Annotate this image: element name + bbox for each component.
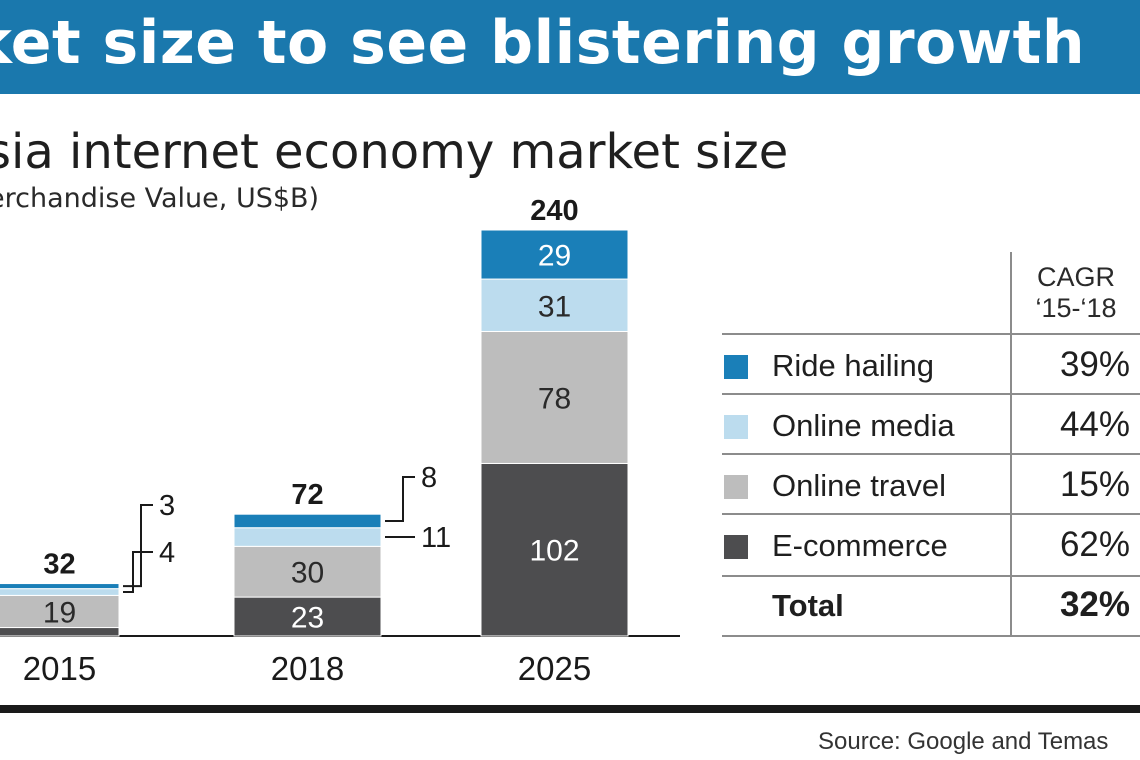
bar-value-label-2025-e-commerce: 102 bbox=[529, 535, 579, 568]
callout-leader-2018-ride-hailing bbox=[385, 476, 415, 522]
legend-label-ride-hailing: Ride hailing bbox=[772, 348, 934, 383]
legend-swatch-ride-hailing bbox=[724, 355, 748, 379]
legend-label-total: Total bbox=[772, 588, 844, 623]
legend-swatch-online-travel bbox=[724, 475, 748, 499]
cagr-value-total: 32% bbox=[1059, 585, 1130, 624]
x-tick-label-2018: 2018 bbox=[271, 650, 344, 687]
legend-swatch-online-media bbox=[724, 415, 748, 439]
bar-value-label-2015-online-travel: 19 bbox=[43, 596, 76, 629]
cagr-header-line1: CAGR bbox=[1036, 262, 1115, 292]
bar-total-label-2018: 72 bbox=[291, 479, 323, 511]
cagr-value-online-travel: 15% bbox=[1059, 465, 1130, 504]
callout-label-2018-ride-hailing: 8 bbox=[421, 462, 437, 494]
table-rule bbox=[722, 333, 1140, 335]
cagr-value-ride-hailing: 39% bbox=[1059, 345, 1130, 384]
footer-rule bbox=[0, 705, 1140, 713]
bar-2015-ride-hailing bbox=[0, 583, 120, 590]
bar-2018-online-media bbox=[233, 527, 382, 547]
bar-value-label-2018-online-travel: 30 bbox=[291, 557, 324, 590]
table-rule bbox=[722, 635, 1140, 637]
callout-label-2015-ride-hailing: 3 bbox=[159, 490, 175, 522]
legend-label-online-media: Online media bbox=[772, 408, 955, 443]
page-title: ket size to see blistering growth bbox=[0, 8, 1086, 78]
cagr-column-header: CAGR ‘15-‘18 bbox=[1016, 262, 1136, 324]
callout-leader-2015-online-media bbox=[123, 551, 153, 594]
x-tick-label-2025: 2025 bbox=[518, 650, 591, 687]
legend-swatch-e-commerce bbox=[724, 535, 748, 559]
bar-2018-online-travel bbox=[233, 545, 382, 598]
callout-label-2015-online-media: 4 bbox=[159, 537, 175, 569]
bar-2025-online-travel bbox=[480, 331, 629, 464]
source-note: Source: Google and Temas bbox=[818, 728, 1109, 755]
legend-label-online-travel: Online travel bbox=[772, 468, 947, 503]
cagr-value-e-commerce: 62% bbox=[1059, 525, 1130, 564]
bar-value-label-2025-ride-hailing: 29 bbox=[538, 240, 571, 273]
bar-2018-e-commerce bbox=[233, 596, 382, 637]
bar-2025-e-commerce bbox=[480, 462, 629, 637]
bar-total-label-2015: 32 bbox=[43, 549, 75, 581]
cagr-value-online-media: 44% bbox=[1059, 405, 1130, 444]
table-rule bbox=[722, 513, 1140, 515]
callout-leader-2015-ride-hailing bbox=[123, 504, 153, 588]
callout-label-2018-online-media: 11 bbox=[421, 522, 451, 554]
bar-value-label-2018-e-commerce: 23 bbox=[291, 602, 324, 635]
table-rule bbox=[722, 453, 1140, 455]
chart-subtitle: sia internet economy market size bbox=[0, 124, 789, 180]
bar-value-label-2025-online-travel: 78 bbox=[538, 382, 571, 415]
stacked-bar-chart: 19 32 2015 3 4 23 30 72 2018 8 11 102 78 31 29 240 2025 bbox=[0, 195, 680, 687]
bar-2015-online-travel bbox=[0, 594, 120, 629]
bar-2015-online-media bbox=[0, 588, 120, 596]
unit-label: erchandise Value, US$B) bbox=[0, 183, 320, 214]
x-tick-label-2015: 2015 bbox=[23, 650, 96, 687]
table-divider-vertical bbox=[1010, 252, 1012, 636]
bar-total-label-2025: 240 bbox=[530, 195, 578, 227]
bar-2018-ride-hailing bbox=[233, 513, 382, 529]
bar-2025-online-media bbox=[480, 278, 629, 332]
header-banner: ket size to see blistering growth bbox=[0, 0, 1140, 94]
bar-2025-ride-hailing bbox=[480, 229, 629, 280]
bar-value-label-2025-online-media: 31 bbox=[538, 290, 571, 323]
cagr-header-line2: ‘15-‘18 bbox=[1035, 293, 1117, 323]
table-rule bbox=[722, 575, 1140, 577]
table-rule bbox=[722, 393, 1140, 395]
legend-label-e-commerce: E-commerce bbox=[772, 528, 948, 563]
